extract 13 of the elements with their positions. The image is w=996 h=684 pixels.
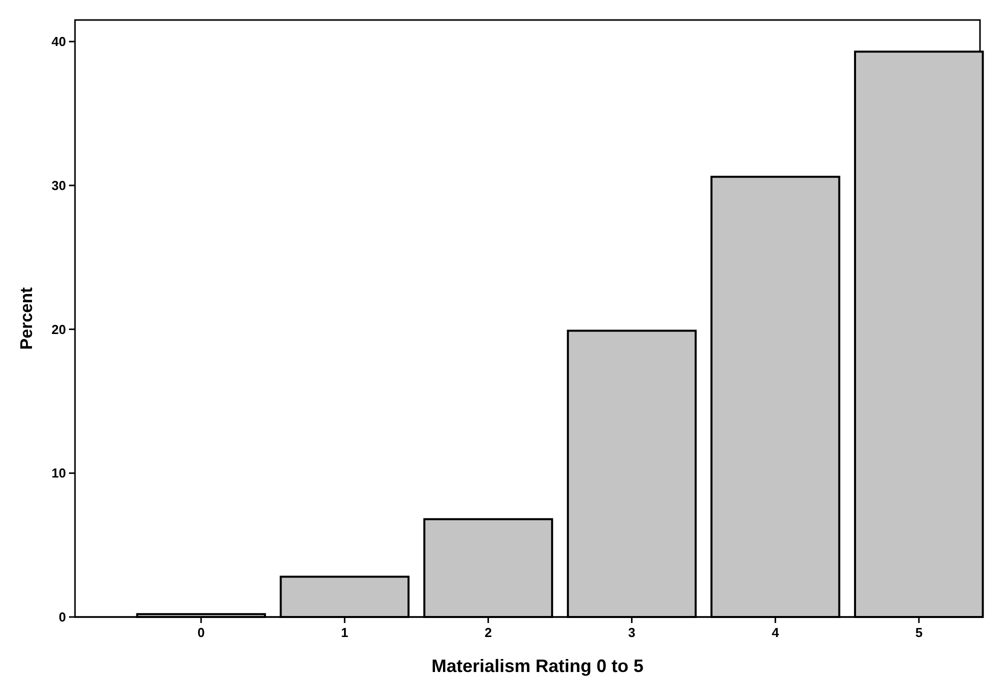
x-tick-label: 0 — [197, 625, 205, 640]
y-tick-label: 10 — [52, 466, 66, 481]
x-axis-title: Materialism Rating 0 to 5 — [431, 656, 644, 676]
x-tick-label: 2 — [484, 625, 492, 640]
x-tick-label: 1 — [341, 625, 348, 640]
x-tick-label: 4 — [772, 625, 780, 640]
y-tick-label: 40 — [52, 34, 66, 50]
y-tick-label: 20 — [52, 322, 66, 337]
y-tick-label: 0 — [58, 610, 66, 625]
x-tick-label: 3 — [628, 625, 636, 640]
x-tick-label: 5 — [915, 625, 923, 640]
y-axis-title: Percent — [17, 286, 36, 350]
y-tick-label: 30 — [52, 178, 66, 193]
